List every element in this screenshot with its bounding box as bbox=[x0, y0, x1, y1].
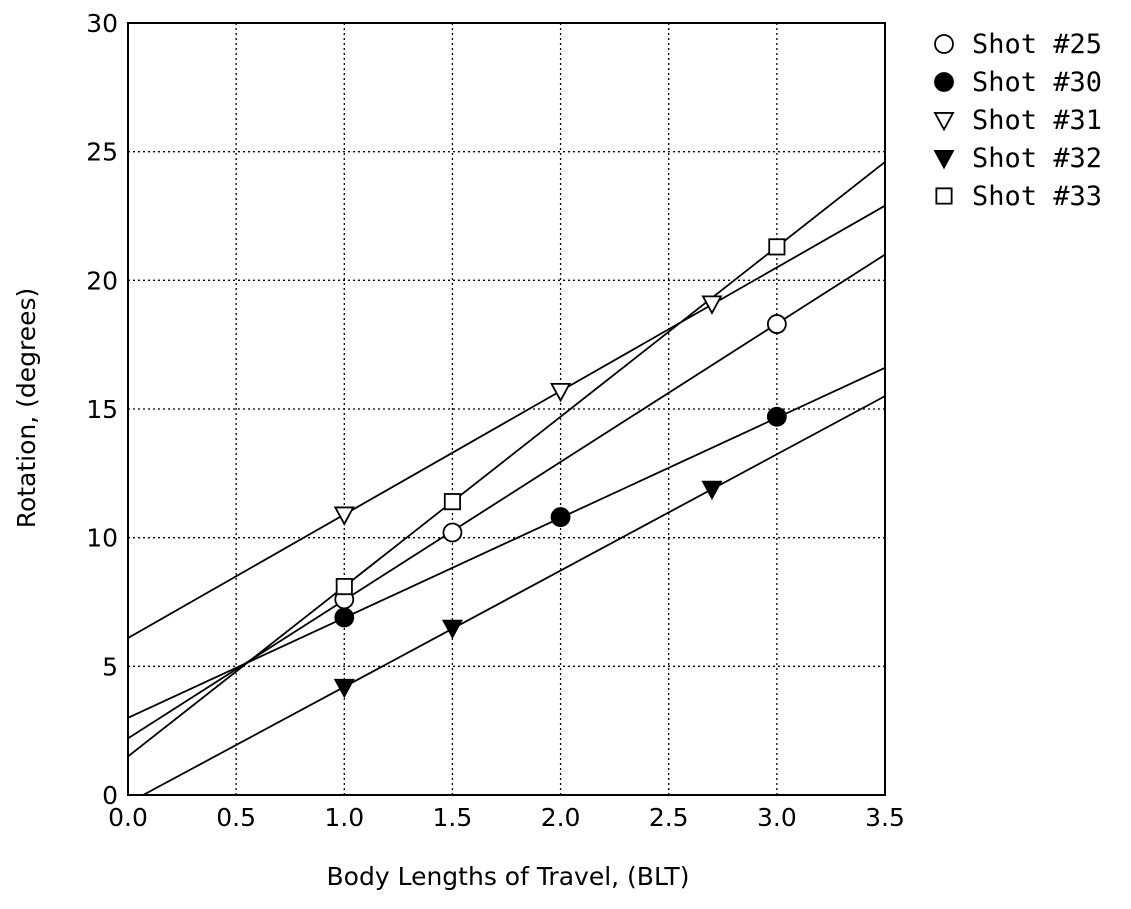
data-point bbox=[442, 522, 463, 543]
y-tick-label: 15 bbox=[86, 395, 118, 424]
legend-marker bbox=[933, 112, 955, 132]
legend-label: Shot #25 bbox=[972, 29, 1102, 60]
fit-line bbox=[127, 204, 886, 639]
legend-label: Shot #31 bbox=[972, 105, 1102, 136]
fit-line bbox=[127, 161, 886, 758]
legend-label: Shot #30 bbox=[972, 67, 1102, 98]
y-axis-title: Rotation, (degrees) bbox=[12, 288, 41, 529]
data-point bbox=[766, 314, 787, 334]
y-tick-label: 20 bbox=[86, 266, 118, 295]
data-points bbox=[333, 238, 787, 699]
legend-label: Shot #32 bbox=[972, 143, 1102, 174]
x-tick-label: 3.0 bbox=[757, 803, 797, 832]
data-point bbox=[701, 295, 723, 315]
fit-line bbox=[127, 367, 886, 719]
data-point bbox=[335, 578, 353, 596]
legend-marker bbox=[934, 72, 954, 92]
data-point bbox=[333, 678, 355, 699]
y-tick-label: 0 bbox=[102, 781, 118, 810]
data-point bbox=[768, 238, 786, 256]
fit-line bbox=[142, 395, 886, 796]
legend: Shot #25 Shot #30 Shot #31 Shot #32 Shot #33 bbox=[933, 29, 1102, 212]
y-tick-label: 5 bbox=[102, 652, 118, 681]
x-tick-label: 2.5 bbox=[649, 803, 689, 832]
data-point bbox=[441, 619, 463, 640]
x-tick-label: 1.5 bbox=[433, 803, 473, 832]
data-point bbox=[701, 480, 723, 501]
x-tick-label: 0.5 bbox=[216, 803, 256, 832]
legend-label: Shot #33 bbox=[972, 181, 1102, 212]
x-tick-label: 0.0 bbox=[108, 803, 148, 832]
data-point bbox=[443, 493, 461, 511]
x-tick-label: 1.0 bbox=[324, 803, 364, 832]
data-point bbox=[550, 382, 572, 403]
x-axis-title: Body Lengths of Travel, (BLT) bbox=[327, 862, 690, 891]
tick-labels: 0.0 0.5 1.0 1.5 2.0 2.5 3.0 3.5 0 5 10 15 20 25 30 bbox=[86, 9, 905, 832]
data-point bbox=[766, 406, 787, 427]
legend-marker bbox=[934, 34, 954, 54]
data-point bbox=[550, 507, 571, 527]
plot-frame bbox=[127, 22, 886, 796]
legend-marker bbox=[935, 187, 953, 205]
data-point bbox=[334, 607, 355, 628]
data-point bbox=[333, 506, 355, 526]
y-tick-label: 25 bbox=[86, 138, 118, 167]
x-tick-label: 2.0 bbox=[541, 803, 581, 832]
y-tick-label: 30 bbox=[86, 9, 118, 38]
fit-lines bbox=[127, 161, 886, 796]
y-tick-label: 10 bbox=[86, 524, 118, 553]
x-tick-label: 3.5 bbox=[865, 803, 905, 832]
legend-marker bbox=[933, 150, 955, 170]
